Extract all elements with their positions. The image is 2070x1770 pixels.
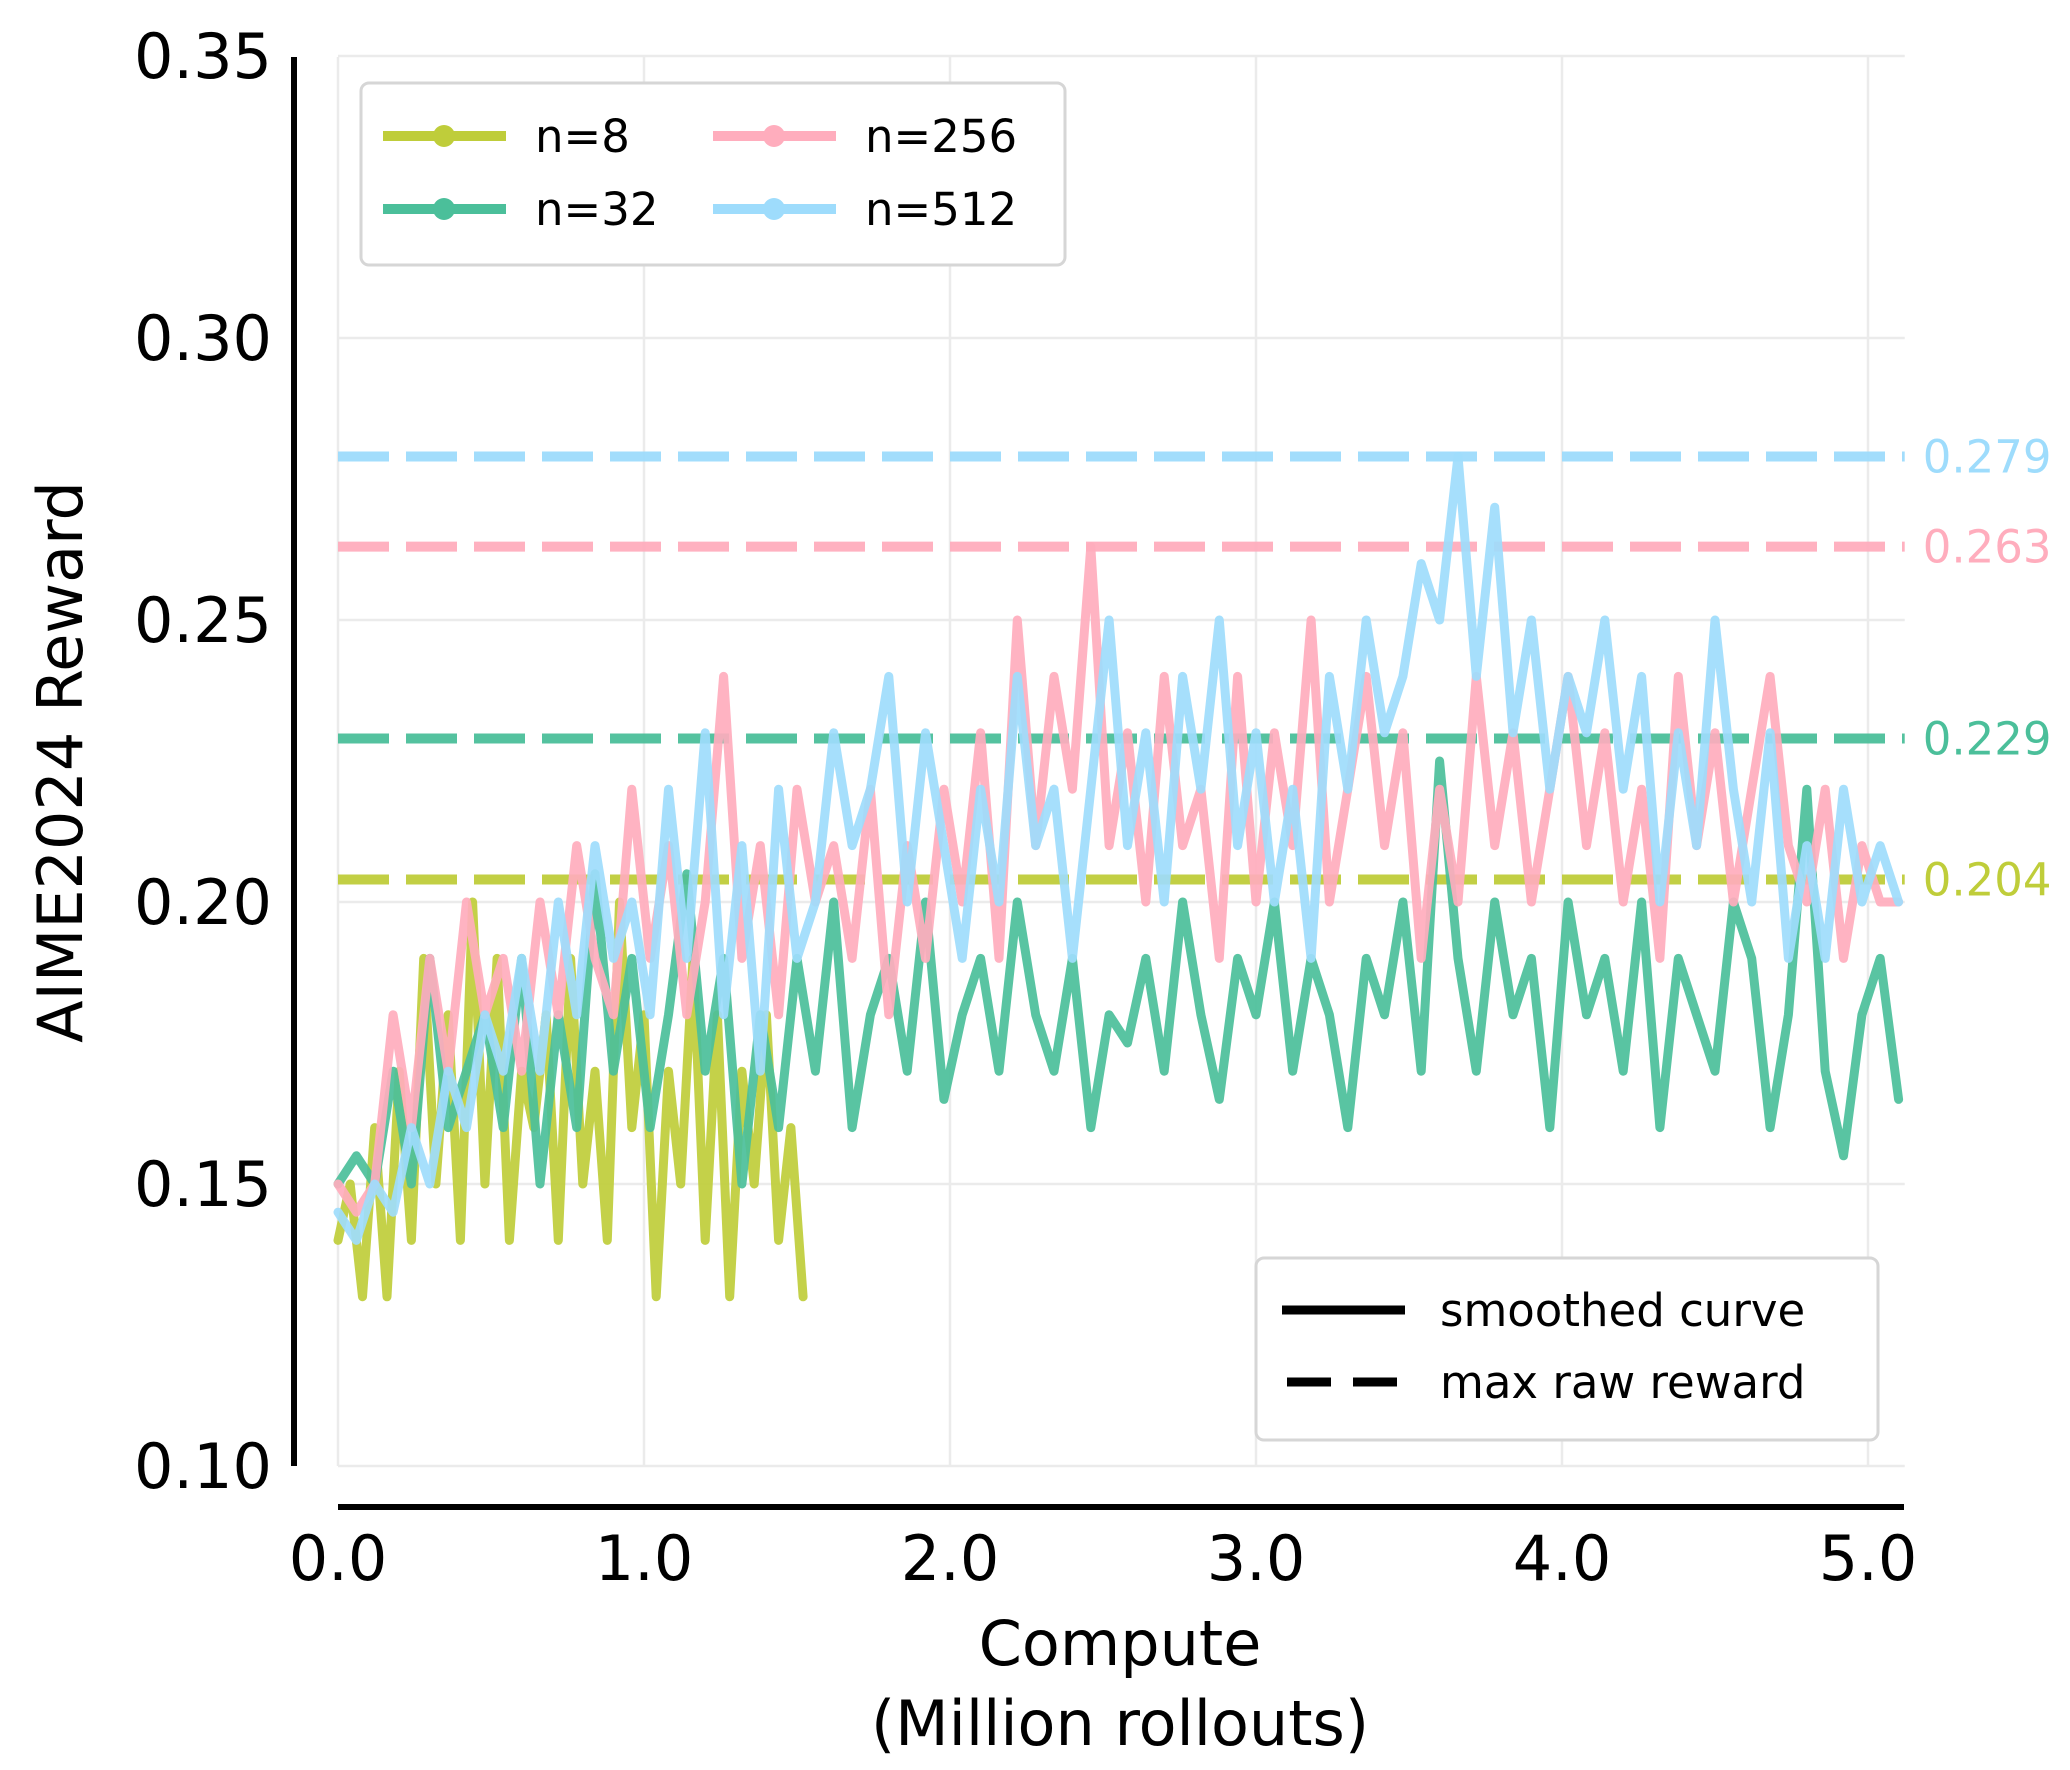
- series-legend: n=8 n=32 n=256 n=512: [359, 81, 1067, 267]
- legend-label-max: max raw reward: [1440, 1356, 1805, 1409]
- y-tick-label: 0.10: [134, 1430, 272, 1503]
- y-tick-label: 0.35: [134, 20, 272, 93]
- max-value-label-n=512: 0.279: [1923, 430, 2052, 483]
- legend-label-n=32: n=32: [535, 183, 659, 236]
- legend-label-n=8: n=8: [535, 110, 630, 163]
- x-tick-label: 3.0: [1207, 1522, 1306, 1595]
- max-value-label-n=256: 0.263: [1923, 521, 2052, 574]
- y-tick-label: 0.20: [134, 866, 272, 939]
- x-tick-labels: 0.0 1.0 2.0 3.0 4.0 5.0: [289, 1522, 1918, 1595]
- max-reward-lines: 0.204 0.229 0.263 0.279: [338, 430, 2052, 906]
- max-value-label-n=32: 0.229: [1923, 712, 2052, 765]
- legend-label-smoothed: smoothed curve: [1440, 1284, 1805, 1337]
- series-line-n=512: [333, 451, 1904, 1245]
- legend-label-n=256: n=256: [865, 110, 1017, 163]
- x-axis-label-line2: (Million rollouts): [871, 1687, 1369, 1760]
- legend-marker-n=32: [433, 198, 455, 220]
- series-line-n=32: [333, 756, 1904, 1189]
- legend-marker-n=256: [763, 125, 785, 147]
- x-tick-label: 0.0: [289, 1522, 388, 1595]
- x-tick-label: 1.0: [595, 1522, 694, 1595]
- y-tick-label: 0.15: [134, 1148, 272, 1221]
- y-tick-label: 0.30: [134, 302, 272, 375]
- x-tick-label: 2.0: [901, 1522, 1000, 1595]
- legend-marker-n=8: [433, 125, 455, 147]
- series-lines: [333, 451, 1904, 1302]
- y-tick-labels: 0.10 0.15 0.20 0.25 0.30 0.35: [134, 20, 272, 1503]
- max-value-label-n=8: 0.204: [1923, 853, 2052, 906]
- x-axis-label-line1: Compute: [979, 1607, 1262, 1680]
- y-axis-label: AIME2024 Reward: [24, 481, 97, 1043]
- y-tick-label: 0.25: [134, 584, 272, 657]
- legend-label-n=512: n=512: [865, 183, 1017, 236]
- x-tick-label: 4.0: [1513, 1522, 1612, 1595]
- series-line-n=256: [333, 542, 1904, 1217]
- legend-marker-n=512: [763, 198, 785, 220]
- style-legend: smoothed curve max raw reward: [1254, 1256, 1880, 1442]
- grid: [336, 54, 1905, 1468]
- x-tick-label: 5.0: [1819, 1522, 1918, 1595]
